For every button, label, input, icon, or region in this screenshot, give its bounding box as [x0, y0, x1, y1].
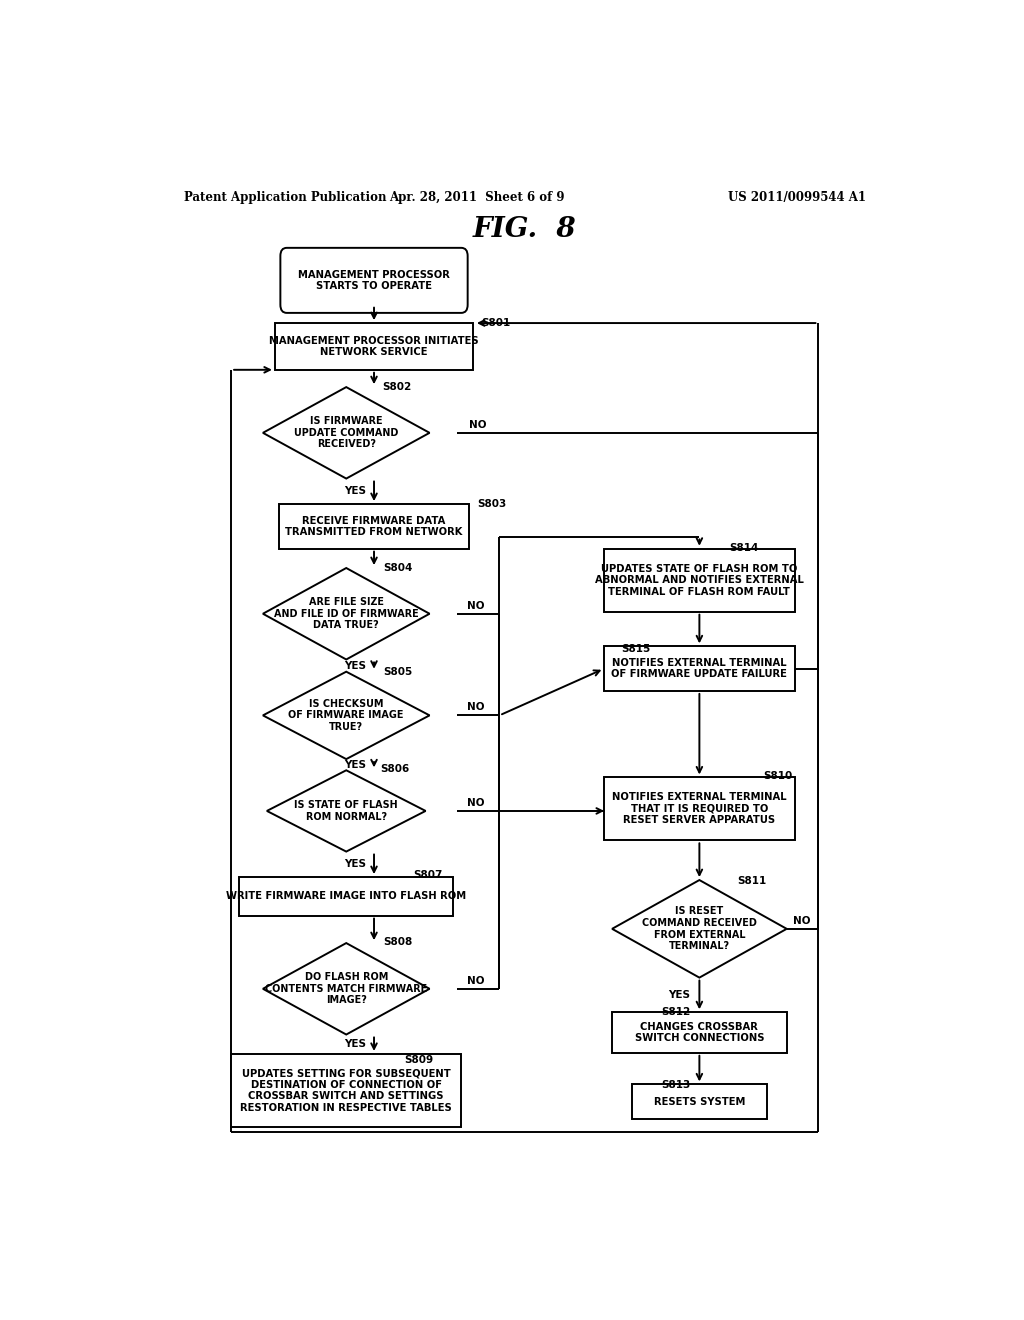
Text: NOTIFIES EXTERNAL TERMINAL
OF FIRMWARE UPDATE FAILURE: NOTIFIES EXTERNAL TERMINAL OF FIRMWARE U…	[611, 657, 787, 680]
Text: S802: S802	[382, 383, 412, 392]
Text: IS FIRMWARE
UPDATE COMMAND
RECEIVED?: IS FIRMWARE UPDATE COMMAND RECEIVED?	[294, 416, 398, 449]
Text: S812: S812	[662, 1007, 690, 1018]
Text: WRITE FIRMWARE IMAGE INTO FLASH ROM: WRITE FIRMWARE IMAGE INTO FLASH ROM	[226, 891, 466, 902]
Text: S814: S814	[729, 543, 759, 553]
Text: S801: S801	[481, 318, 510, 329]
Text: RECEIVE FIRMWARE DATA
TRANSMITTED FROM NETWORK: RECEIVE FIRMWARE DATA TRANSMITTED FROM N…	[286, 516, 463, 537]
Text: NO: NO	[469, 420, 486, 430]
Text: YES: YES	[344, 1039, 367, 1049]
Text: S809: S809	[404, 1055, 433, 1065]
Text: IS RESET
COMMAND RECEIVED
FROM EXTERNAL
TERMINAL?: IS RESET COMMAND RECEIVED FROM EXTERNAL …	[642, 907, 757, 952]
Bar	[632, 1084, 767, 1119]
Text: UPDATES SETTING FOR SUBSEQUENT
DESTINATION OF CONNECTION OF
CROSSBAR SWITCH AND : UPDATES SETTING FOR SUBSEQUENT DESTINATI…	[241, 1068, 453, 1113]
Text: IS STATE OF FLASH
ROM NORMAL?: IS STATE OF FLASH ROM NORMAL?	[295, 800, 398, 822]
Text: S815: S815	[622, 644, 651, 655]
Text: S805: S805	[384, 667, 413, 677]
Text: YES: YES	[344, 660, 367, 671]
Text: YES: YES	[344, 760, 367, 770]
Text: RESETS SYSTEM: RESETS SYSTEM	[653, 1097, 745, 1106]
Text: YES: YES	[668, 990, 690, 999]
Polygon shape	[263, 672, 430, 759]
Polygon shape	[263, 568, 430, 660]
Bar	[604, 647, 795, 690]
Polygon shape	[612, 880, 786, 978]
Bar	[604, 549, 795, 611]
Text: NO: NO	[467, 797, 484, 808]
Text: YES: YES	[344, 486, 367, 496]
Text: S806: S806	[380, 764, 410, 775]
Bar	[612, 1012, 786, 1053]
Text: MANAGEMENT PROCESSOR INITIATES
NETWORK SERVICE: MANAGEMENT PROCESSOR INITIATES NETWORK S…	[269, 335, 479, 358]
Text: UPDATES STATE OF FLASH ROM TO
ABNORMAL AND NOTIFIES EXTERNAL
TERMINAL OF FLASH R: UPDATES STATE OF FLASH ROM TO ABNORMAL A…	[595, 564, 804, 597]
Text: S807: S807	[414, 870, 443, 880]
FancyBboxPatch shape	[281, 248, 468, 313]
Text: ARE FILE SIZE
AND FILE ID OF FIRMWARE
DATA TRUE?: ARE FILE SIZE AND FILE ID OF FIRMWARE DA…	[273, 597, 419, 631]
Text: S804: S804	[384, 564, 413, 573]
Bar	[274, 323, 473, 370]
Text: Apr. 28, 2011  Sheet 6 of 9: Apr. 28, 2011 Sheet 6 of 9	[389, 190, 565, 203]
Bar	[604, 777, 795, 841]
Bar	[231, 1053, 462, 1127]
Text: S810: S810	[763, 771, 793, 781]
Text: YES: YES	[344, 859, 367, 870]
Text: S803: S803	[477, 499, 507, 510]
Text: NO: NO	[467, 702, 484, 713]
Text: MANAGEMENT PROCESSOR
STARTS TO OPERATE: MANAGEMENT PROCESSOR STARTS TO OPERATE	[298, 269, 450, 292]
Text: FIG.  8: FIG. 8	[473, 216, 577, 243]
Text: Patent Application Publication: Patent Application Publication	[183, 190, 386, 203]
Text: NO: NO	[793, 916, 811, 925]
Text: NOTIFIES EXTERNAL TERMINAL
THAT IT IS REQUIRED TO
RESET SERVER APPARATUS: NOTIFIES EXTERNAL TERMINAL THAT IT IS RE…	[612, 792, 786, 825]
Text: NO: NO	[467, 975, 484, 986]
Bar	[240, 876, 454, 916]
Text: US 2011/0099544 A1: US 2011/0099544 A1	[728, 190, 866, 203]
Text: NO: NO	[467, 601, 484, 611]
Text: S811: S811	[737, 876, 767, 886]
Text: CHANGES CROSSBAR
SWITCH CONNECTIONS: CHANGES CROSSBAR SWITCH CONNECTIONS	[635, 1022, 764, 1043]
Text: IS CHECKSUM
OF FIRMWARE IMAGE
TRUE?: IS CHECKSUM OF FIRMWARE IMAGE TRUE?	[289, 698, 404, 733]
Bar	[279, 504, 469, 549]
Polygon shape	[263, 942, 430, 1035]
Text: S808: S808	[384, 937, 413, 948]
Polygon shape	[267, 771, 426, 851]
Text: S813: S813	[662, 1081, 690, 1090]
Text: DO FLASH ROM
CONTENTS MATCH FIRMWARE
IMAGE?: DO FLASH ROM CONTENTS MATCH FIRMWARE IMA…	[265, 973, 427, 1006]
Polygon shape	[263, 387, 430, 479]
